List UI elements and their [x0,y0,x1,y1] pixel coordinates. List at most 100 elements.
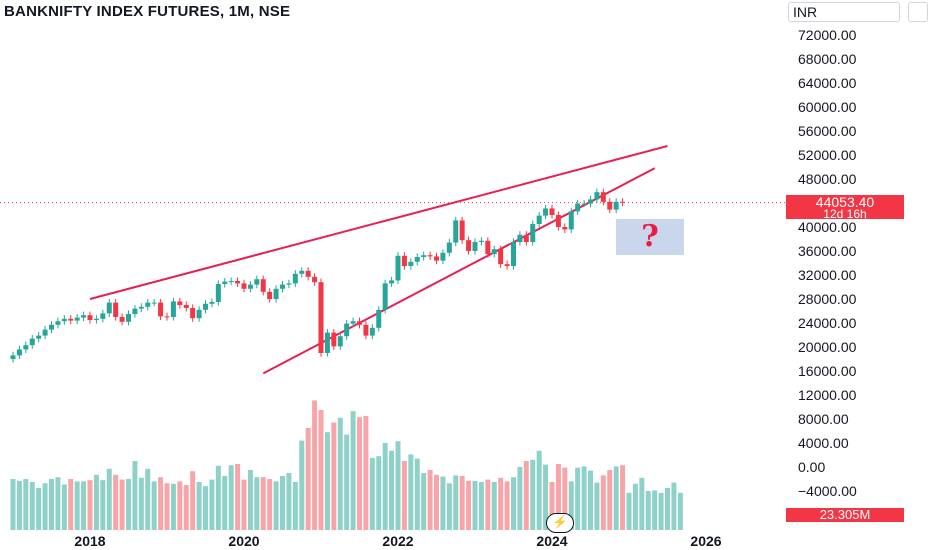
volume-bar [395,441,401,530]
volume-bar [421,473,427,530]
candle [491,245,497,258]
candle [369,324,375,340]
candle [196,306,202,322]
volume-bar [241,479,247,530]
volume-bar [16,480,22,530]
volume-bar [446,483,452,530]
volume-bar [581,466,587,530]
candle [607,198,613,214]
volume-bar [504,481,510,530]
last-price-value: 44053.40 [815,194,875,210]
candle [350,317,356,328]
currency-selector[interactable]: INR [788,2,900,22]
volume-bar [414,458,420,530]
volume-bar [267,479,273,530]
trendline[interactable] [89,145,668,300]
candle [395,252,401,284]
volume-bar [228,465,234,530]
candle [29,335,35,349]
price-tick-label: 4000.00 [798,435,849,451]
candle [87,311,93,324]
volume-bar [626,492,632,530]
volume-bar [639,477,645,530]
candle [183,301,189,312]
volume-bar [151,481,157,530]
volume-bars [10,400,683,530]
candle [241,279,247,293]
volume-bar [222,476,228,530]
candle [68,315,74,325]
volume-bar [305,428,311,530]
volume-bar [607,470,613,530]
tradingview-logo-icon: ⚡ [546,513,574,533]
candle [485,237,491,258]
volume-bar [93,474,99,530]
candle [138,303,144,313]
volume-bar [620,465,626,530]
volume-bar [203,486,208,530]
candle [222,278,228,288]
volume-bar [498,477,504,530]
volume-bar [350,411,356,530]
candle [511,238,516,270]
candle [209,298,215,308]
candle [113,299,119,321]
volume-bar [164,483,170,530]
trendlines [89,145,668,375]
volume-bar [126,479,131,530]
volume-bar [408,454,414,530]
candle [536,212,542,228]
candle [562,223,568,233]
candle [286,279,292,289]
candle [414,253,420,266]
candle [408,258,414,270]
candle [260,275,266,296]
candle [459,216,465,244]
price-tick-label: 48000.00 [798,171,857,187]
candle [203,300,208,314]
candle [594,188,600,203]
candle [247,281,253,293]
volume-bar [132,461,138,530]
volume-bar [260,477,266,530]
candle [158,299,164,320]
volume-bar [434,474,439,530]
candle [530,220,536,246]
candle [42,326,48,340]
volume-bar [299,440,305,530]
scale-settings-button[interactable] [908,2,928,22]
candle [389,276,395,287]
candle [446,239,452,257]
candle [434,252,439,265]
candle [106,299,112,317]
candle [177,297,183,309]
volume-bar [312,400,318,530]
volume-bar [337,417,343,530]
volume-bar [677,492,683,530]
volume-bar [74,481,80,530]
candle [466,236,472,255]
price-tick-label: 68000.00 [798,51,857,67]
volume-bar [190,471,196,530]
candle [324,329,330,357]
candle [555,211,561,231]
volume-bar [273,481,279,530]
volume-bar [344,434,350,530]
volume-bar [292,482,298,530]
volume-bar [530,459,536,530]
volume-bar [466,480,472,530]
time-axis[interactable]: 2018 2020 2022 2024 2026 [74,533,721,549]
candle [273,285,279,303]
candle [254,275,260,289]
price-tick-label: 32000.00 [798,267,857,283]
volume-bar [68,479,74,530]
volume-bar [183,485,189,530]
volume-bar [138,477,144,530]
volume-bar [658,492,664,530]
volume-bar [440,476,446,530]
volume-bar [42,483,48,530]
question-annotation: ? [616,219,684,255]
volume-bar [209,479,215,530]
price-axis[interactable]: 72000.00 68000.00 64000.00 60000.00 56000.00… [798,27,857,499]
